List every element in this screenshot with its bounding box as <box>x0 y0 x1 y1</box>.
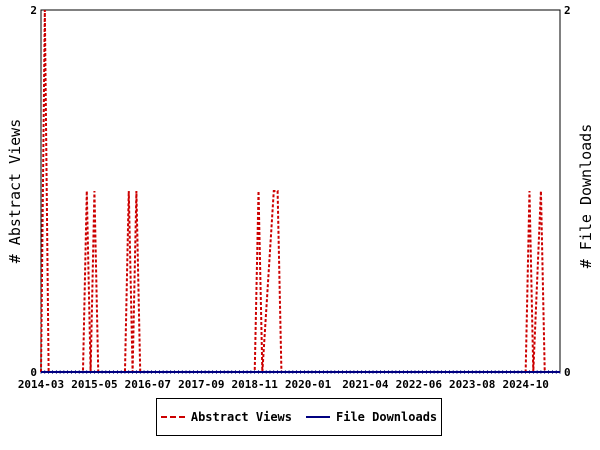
y-tick-label-right: 0 <box>564 366 571 379</box>
y-tick-label-left: 2 <box>30 4 37 17</box>
x-tick-label: 2024-10 <box>502 378 548 391</box>
plot-area-frame <box>40 9 561 373</box>
x-tick-label: 2018-11 <box>232 378 279 391</box>
legend-item-abstract-views: Abstract Views <box>160 410 292 424</box>
x-tick-label: 2017-09 <box>178 378 224 391</box>
legend: Abstract Views File Downloads <box>156 398 442 436</box>
x-tick-label: 2016-07 <box>125 378 171 391</box>
legend-label-file-downloads: File Downloads <box>336 410 438 424</box>
series-layer <box>40 9 560 373</box>
x-tick-label: 2020-01 <box>285 378 332 391</box>
series-line-abstract-views <box>40 9 560 373</box>
x-tick-label: 2015-05 <box>71 378 117 391</box>
y-tick-labels: 0 2 0 2 <box>30 4 570 379</box>
legend-swatch-abstract-views <box>160 416 185 418</box>
legend-item-file-downloads: File Downloads <box>306 410 437 424</box>
legend-swatch-file-downloads <box>306 416 330 418</box>
y-tick-label-right: 2 <box>564 4 571 17</box>
x-tick-label: 2023-08 <box>449 378 495 391</box>
y-axis-title-left: # Abstract Views <box>6 119 24 264</box>
x-tick-label: 2014-03 <box>18 378 64 391</box>
y-tick-label-left: 0 <box>30 366 37 379</box>
x-tick-labels: 2014-03 2015-05 2016-07 2017-09 2018-11 2020-… <box>18 378 549 391</box>
legend-label-abstract-views: Abstract Views <box>190 410 292 424</box>
x-tick-label: 2022-06 <box>396 378 443 391</box>
y-axis-title-right: # File Downloads <box>577 124 595 269</box>
x-tick-label: 2021-04 <box>342 378 389 391</box>
